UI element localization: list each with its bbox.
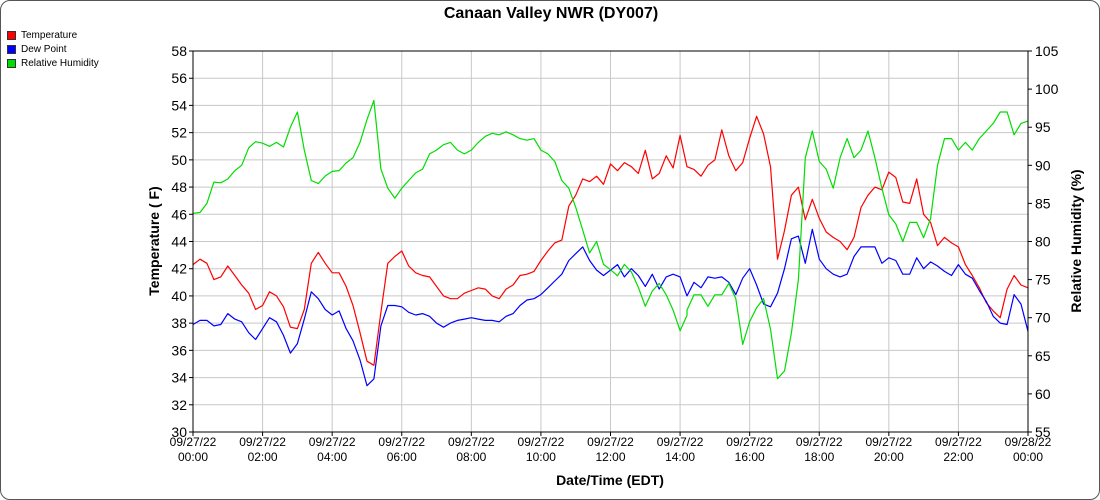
x-tick-label-date: 09/27/22 xyxy=(239,435,286,449)
series-layer xyxy=(192,99,1029,387)
y-tick-label-right: 65 xyxy=(1035,348,1051,364)
x-tick-label-time: 00:00 xyxy=(1013,450,1043,464)
series-line-relative-humidity xyxy=(192,99,1029,380)
chart-title: Canaan Valley NWR (DY007) xyxy=(443,5,659,22)
plot-border xyxy=(192,50,1029,433)
x-tick-label-date: 09/27/22 xyxy=(309,435,356,449)
legend-item-temperature: Temperature xyxy=(7,28,99,42)
axes-layer: 30 32 34 36 38 40 42 44 46 48 50 52 54 56 58 55 60 65 70 75… xyxy=(170,43,1059,464)
y-tick-label-left: 50 xyxy=(171,152,187,168)
x-tick-label-time: 04:00 xyxy=(317,450,347,464)
x-tick-label-date: 09/27/22 xyxy=(587,435,634,449)
y-tick-label-left: 34 xyxy=(171,370,187,386)
y-tick-label-right: 90 xyxy=(1035,157,1051,173)
x-tick-label-date: 09/27/22 xyxy=(865,435,912,449)
x-tick-label-date: 09/27/22 xyxy=(726,435,773,449)
x-tick-label-time: 02:00 xyxy=(248,450,278,464)
x-tick-label-time: 16:00 xyxy=(735,450,765,464)
x-tick-label-date: 09/27/22 xyxy=(796,435,843,449)
x-tick-label-time: 10:00 xyxy=(526,450,556,464)
y-tick-label-right: 60 xyxy=(1035,386,1051,402)
x-tick-label-date: 09/27/22 xyxy=(170,435,217,449)
chart-legend: Temperature Dew Point Relative Humidity xyxy=(7,28,99,70)
x-tick-label-time: 20:00 xyxy=(874,450,904,464)
x-tick-label-time: 18:00 xyxy=(804,450,834,464)
x-tick-label-time: 06:00 xyxy=(387,450,417,464)
legend-swatch-temperature xyxy=(7,30,16,40)
y-tick-label-left: 44 xyxy=(171,234,187,250)
x-tick-label-time: 12:00 xyxy=(595,450,625,464)
x-tick-label-time: 08:00 xyxy=(456,450,486,464)
y-tick-label-right: 100 xyxy=(1035,81,1059,97)
legend-item-dew-point: Dew Point xyxy=(7,42,99,56)
y-tick-label-left: 56 xyxy=(171,70,187,86)
y-tick-label-right: 105 xyxy=(1035,43,1059,59)
y-tick-label-left: 54 xyxy=(171,97,187,113)
y-tick-label-left: 42 xyxy=(171,261,187,277)
x-tick-label-date: 09/27/22 xyxy=(518,435,565,449)
series-line-temperature xyxy=(192,115,1029,366)
x-axis-label: Date/Time (EDT) xyxy=(556,472,664,488)
x-tick-label-time: 00:00 xyxy=(178,450,208,464)
x-tick-label-date: 09/27/22 xyxy=(378,435,425,449)
y-tick-label-right: 95 xyxy=(1035,119,1051,135)
legend-label-relative-humidity: Relative Humidity xyxy=(21,57,99,69)
y-axis-label-left: Temperature ( F) xyxy=(146,186,162,295)
y-tick-label-right: 75 xyxy=(1035,272,1051,288)
y-axis-label-right: Relative Humidity (%) xyxy=(1068,169,1084,312)
x-tick-label-date: 09/27/22 xyxy=(935,435,982,449)
y-tick-label-left: 36 xyxy=(171,342,187,358)
y-tick-label-right: 70 xyxy=(1035,310,1051,326)
x-tick-label-date: 09/27/22 xyxy=(657,435,704,449)
y-tick-label-left: 46 xyxy=(171,206,187,222)
y-tick-label-left: 38 xyxy=(171,315,187,331)
x-tick-label-time: 14:00 xyxy=(665,450,695,464)
y-tick-label-right: 80 xyxy=(1035,234,1051,250)
legend-label-dew-point: Dew Point xyxy=(21,43,67,55)
y-tick-label-left: 32 xyxy=(171,397,187,413)
y-tick-label-right: 85 xyxy=(1035,195,1051,211)
y-tick-label-left: 52 xyxy=(171,125,187,141)
legend-swatch-dew-point xyxy=(7,44,16,54)
x-tick-label-time: 22:00 xyxy=(943,450,973,464)
y-tick-label-left: 58 xyxy=(171,43,187,59)
legend-item-relative-humidity: Relative Humidity xyxy=(7,56,99,70)
y-tick-label-left: 40 xyxy=(171,288,187,304)
y-tick-label-left: 48 xyxy=(171,179,187,195)
x-tick-label-date: 09/28/22 xyxy=(1005,435,1052,449)
y-tick-label-right: 55 xyxy=(1035,424,1051,440)
y-tick-label-left: 30 xyxy=(171,424,187,440)
x-tick-label-date: 09/27/22 xyxy=(448,435,495,449)
legend-label-temperature: Temperature xyxy=(21,29,78,41)
legend-swatch-relative-humidity xyxy=(7,58,16,68)
